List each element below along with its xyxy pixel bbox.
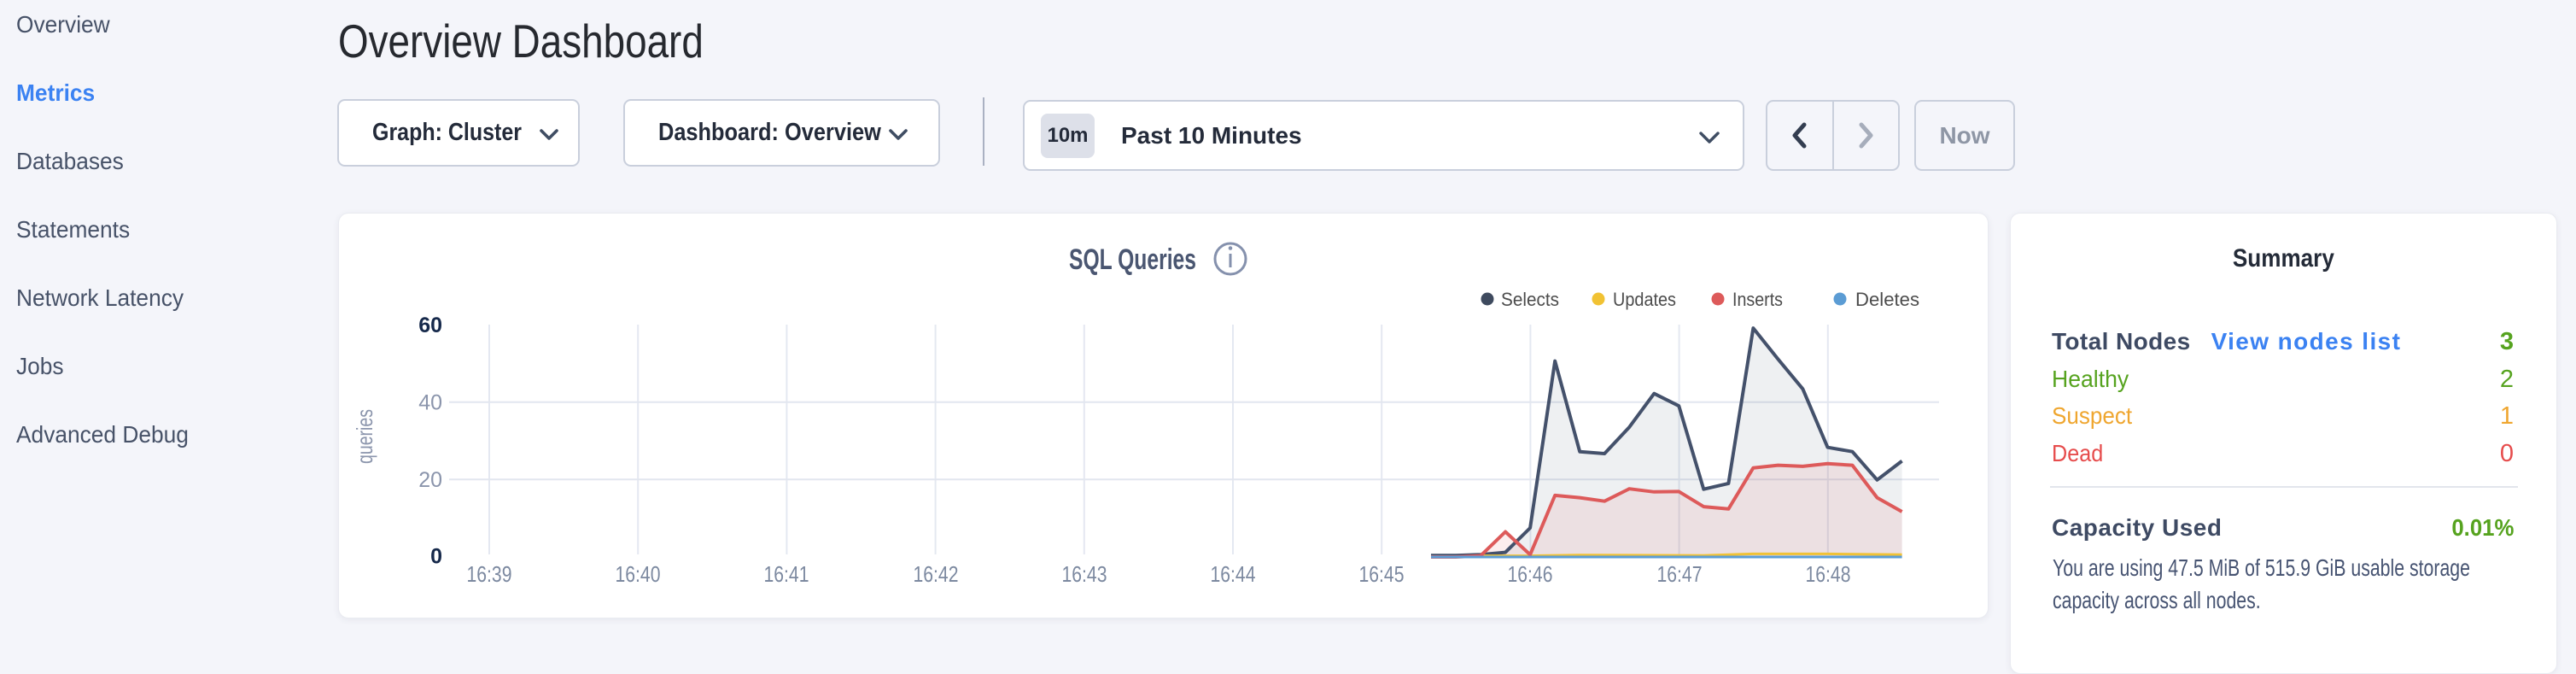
svg-text:16:43: 16:43 bbox=[1062, 561, 1107, 587]
svg-text:16:42: 16:42 bbox=[914, 561, 959, 587]
svg-text:16:47: 16:47 bbox=[1657, 561, 1703, 587]
svg-text:Deletes: Deletes bbox=[1855, 289, 1919, 310]
svg-text:16:40: 16:40 bbox=[616, 561, 661, 587]
svg-text:16:46: 16:46 bbox=[1508, 561, 1553, 587]
svg-text:16:39: 16:39 bbox=[467, 561, 512, 587]
svg-text:SQL Queries: SQL Queries bbox=[1069, 243, 1196, 276]
svg-text:16:45: 16:45 bbox=[1359, 561, 1405, 587]
svg-text:Selects: Selects bbox=[1501, 289, 1559, 310]
svg-text:16:41: 16:41 bbox=[764, 561, 809, 587]
svg-text:40: 40 bbox=[418, 391, 442, 415]
svg-text:0: 0 bbox=[430, 545, 442, 569]
svg-text:Inserts: Inserts bbox=[1732, 289, 1783, 310]
svg-text:20: 20 bbox=[418, 468, 442, 492]
svg-text:Updates: Updates bbox=[1613, 289, 1676, 310]
svg-text:16:44: 16:44 bbox=[1211, 561, 1256, 587]
svg-text:60: 60 bbox=[418, 314, 442, 337]
svg-text:16:48: 16:48 bbox=[1806, 561, 1851, 587]
svg-text:queries: queries bbox=[352, 409, 377, 464]
